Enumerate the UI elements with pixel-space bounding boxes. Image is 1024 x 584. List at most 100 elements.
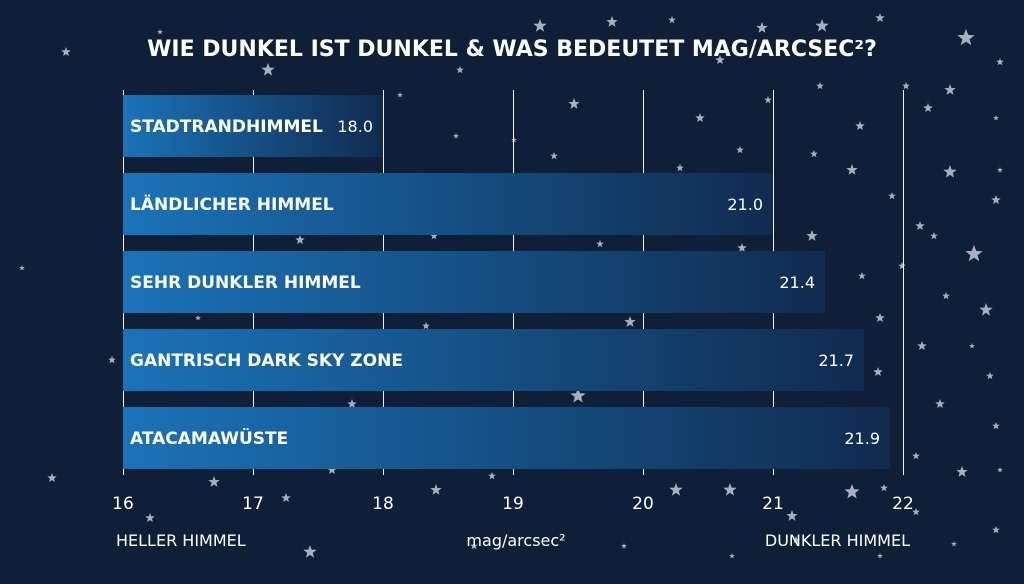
star-6	[606, 16, 618, 27]
star-3	[397, 92, 403, 98]
value-label-1: 21.0	[727, 195, 763, 214]
bar-labels: STADTRANDHIMMEL 18.0 LÄNDLICHER HIMMEL 21.0…	[130, 117, 880, 449]
x-right-label: DUNKLER HIMMEL	[765, 531, 910, 550]
star-27	[943, 165, 957, 178]
star-58	[570, 388, 586, 403]
value-label-3: 21.7	[818, 351, 854, 370]
bar-2	[123, 251, 825, 313]
star-40	[430, 232, 438, 240]
star-55	[873, 367, 883, 376]
x-tick-label-22: 22	[892, 494, 914, 514]
star-37	[806, 230, 818, 241]
x-axis-ticks: 16 17 18 19 20 21 22	[112, 494, 914, 514]
x-tick-label-20: 20	[632, 494, 654, 514]
x-tick-label-21: 21	[762, 494, 784, 514]
star-7	[668, 16, 676, 24]
star-25	[846, 164, 858, 175]
star-54	[986, 372, 994, 380]
star-57	[992, 422, 1000, 430]
star-61	[912, 452, 920, 460]
star-19	[923, 103, 933, 112]
x-axis-label: mag/arcsec²	[466, 531, 565, 550]
star-65	[992, 526, 1000, 534]
star-73	[430, 484, 442, 495]
star-82	[729, 553, 735, 559]
star-51	[422, 322, 430, 330]
star-0	[61, 47, 71, 56]
star-32	[550, 152, 558, 160]
star-field	[19, 13, 1004, 559]
star-43	[898, 262, 906, 270]
star-16	[816, 82, 824, 90]
star-75	[281, 493, 291, 502]
star-83	[792, 536, 800, 544]
category-label-4: ATACAMAWÜSTE	[130, 427, 288, 449]
star-47	[875, 313, 885, 322]
star-53	[108, 356, 116, 364]
bar-4	[123, 407, 890, 469]
x-tick-label-16: 16	[112, 494, 134, 514]
star-59	[347, 399, 357, 408]
star-56	[935, 399, 945, 408]
star-13	[996, 58, 1004, 66]
star-79	[303, 545, 317, 558]
star-39	[596, 240, 604, 248]
star-24	[810, 150, 818, 158]
value-label-4: 21.9	[844, 429, 880, 448]
star-41	[295, 235, 305, 244]
star-46	[979, 303, 993, 316]
bar-1	[123, 173, 773, 235]
star-62	[956, 466, 968, 477]
star-63	[880, 484, 888, 492]
star-42	[19, 265, 25, 271]
star-23	[736, 146, 744, 154]
star-66	[844, 484, 860, 499]
star-12	[957, 29, 975, 46]
star-26	[888, 192, 896, 200]
chart-title: WIE DUNKEL IST DUNKEL & WAS BEDEUTET MAG…	[147, 37, 877, 62]
category-label-3: GANTRISCH DARK SKY ZONE	[130, 351, 403, 371]
star-67	[786, 510, 798, 521]
star-18	[855, 121, 865, 130]
star-30	[453, 133, 459, 139]
x-tick-label-19: 19	[502, 494, 524, 514]
star-9	[756, 22, 768, 33]
star-38	[737, 243, 747, 252]
star-36	[930, 232, 938, 240]
bar-0	[123, 95, 383, 157]
star-52	[195, 315, 201, 321]
star-29	[991, 195, 1001, 204]
star-5	[533, 19, 547, 32]
category-label-2: SEHR DUNKLER HIMMEL	[130, 273, 361, 293]
star-84	[877, 553, 883, 559]
star-50	[624, 316, 636, 327]
star-49	[969, 343, 975, 349]
star-33	[676, 164, 684, 172]
star-81	[621, 543, 627, 549]
star-28	[997, 167, 1003, 173]
star-15	[902, 82, 910, 90]
star-68	[723, 483, 737, 496]
x-left-label: HELLER HIMMEL	[116, 531, 246, 550]
value-label-2: 21.4	[779, 273, 815, 292]
bars	[123, 95, 890, 469]
star-21	[568, 98, 580, 109]
star-64	[912, 508, 920, 516]
bar-3	[123, 329, 864, 391]
star-78	[47, 473, 57, 482]
star-4	[456, 66, 464, 74]
star-11	[875, 13, 885, 22]
star-74	[327, 465, 337, 474]
star-14	[944, 84, 956, 95]
star-86	[997, 467, 1003, 473]
star-35	[965, 245, 983, 262]
star-72	[488, 472, 496, 480]
category-label-1: LÄNDLICHER HIMMEL	[130, 193, 334, 215]
star-1	[157, 29, 163, 35]
x-tick-label-17: 17	[242, 494, 264, 514]
star-8	[715, 55, 725, 64]
value-label-0: 18.0	[337, 117, 373, 136]
star-2	[261, 63, 275, 76]
